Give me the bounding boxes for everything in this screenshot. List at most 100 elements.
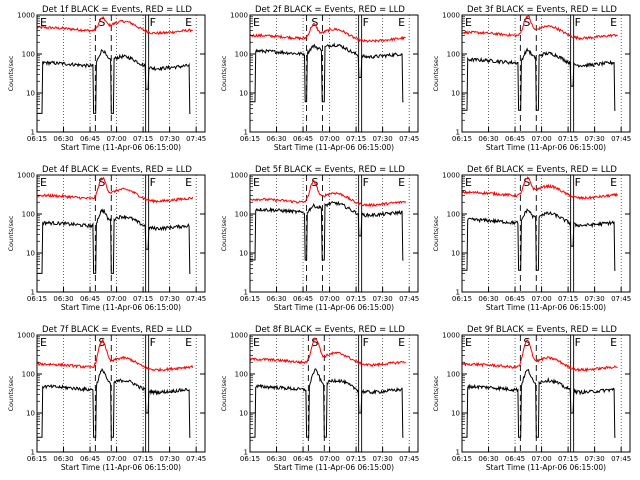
- lld-series-line: [249, 337, 406, 368]
- x-tick-label: 06:15: [27, 295, 47, 303]
- x-tick-label: 07:15: [558, 135, 578, 143]
- marker-f: F: [150, 336, 156, 349]
- x-tick-label: 07:15: [558, 455, 578, 463]
- y-tick-label: 1000: [230, 332, 248, 340]
- panel-title: Det 8f BLACK = Events, RED = LLD: [255, 325, 405, 335]
- y-tick-label: 100: [22, 371, 35, 379]
- y-tick-label: 1: [31, 129, 35, 137]
- panel-title: Det 1f BLACK = Events, RED = LLD: [42, 5, 192, 15]
- x-tick-label: 07:45: [399, 135, 419, 143]
- x-tick-label: 07:45: [399, 455, 419, 463]
- x-tick-label: 07:00: [106, 455, 126, 463]
- marker-f: F: [575, 176, 581, 189]
- marker-e-left: E: [40, 16, 47, 29]
- x-tick-label: 06:45: [80, 295, 100, 303]
- y-axis-label: Counts/sec: [7, 215, 15, 251]
- y-axis-label: Counts/sec: [432, 375, 440, 411]
- lld-series-line: [250, 180, 407, 208]
- x-tick-label: 07:30: [160, 455, 180, 463]
- plot-frame: [36, 174, 206, 293]
- marker-e-left: E: [465, 176, 472, 189]
- y-tick-label: 10: [239, 410, 248, 418]
- x-tick-label: 06:15: [240, 295, 260, 303]
- x-axis-label: Start Time (11-Apr-06 06:15:00): [61, 463, 181, 472]
- marker-f: F: [363, 336, 369, 349]
- marker-s: S: [311, 336, 318, 349]
- plot-frame: [461, 14, 631, 133]
- y-tick-label: 1: [31, 289, 35, 297]
- y-axis-label: Counts/sec: [7, 55, 15, 91]
- y-tick-label: 1000: [17, 12, 35, 20]
- marker-e-right: E: [185, 176, 192, 189]
- x-tick-label: 06:30: [266, 295, 286, 303]
- marker-f: F: [363, 176, 369, 189]
- y-tick-label: 10: [451, 410, 460, 418]
- panel-title: Det 2f BLACK = Events, RED = LLD: [255, 5, 405, 15]
- marker-e-left: E: [465, 16, 472, 29]
- y-tick-label: 10: [26, 410, 35, 418]
- x-tick-label: 06:15: [452, 295, 472, 303]
- y-tick-label: 1000: [17, 332, 35, 340]
- plot-frame: [36, 14, 206, 133]
- panel-title: Det 5f BLACK = Events, RED = LLD: [255, 165, 405, 175]
- y-axis-label: Counts/sec: [220, 215, 228, 251]
- panel-title: Det 6f BLACK = Events, RED = LLD: [467, 165, 617, 175]
- x-tick-label: 06:15: [27, 455, 47, 463]
- lld-series-line: [36, 16, 193, 36]
- y-tick-label: 100: [235, 211, 248, 219]
- lld-series-line: [37, 338, 194, 372]
- x-tick-label: 06:15: [240, 135, 260, 143]
- y-tick-label: 1000: [442, 332, 460, 340]
- y-tick-label: 100: [22, 51, 35, 59]
- x-tick-label: 07:45: [611, 135, 631, 143]
- x-tick-label: 07:30: [585, 135, 605, 143]
- lld-series-line: [36, 176, 194, 204]
- plot-frame: [249, 174, 419, 293]
- x-tick-label: 07:15: [346, 135, 366, 143]
- x-tick-label: 07:15: [133, 455, 153, 463]
- y-tick-label: 100: [447, 51, 460, 59]
- x-tick-label: 06:45: [293, 135, 313, 143]
- marker-e-right: E: [398, 176, 405, 189]
- x-tick-label: 06:45: [505, 295, 525, 303]
- y-tick-label: 10: [26, 90, 35, 98]
- panel-title: Det 3f BLACK = Events, RED = LLD: [467, 5, 617, 15]
- marker-s: S: [523, 16, 530, 29]
- x-axis-label: Start Time (11-Apr-06 06:15:00): [274, 143, 394, 152]
- x-axis-label: Start Time (11-Apr-06 06:15:00): [486, 303, 606, 312]
- events-series-line: [462, 208, 616, 271]
- marker-e-right: E: [610, 176, 617, 189]
- y-tick-label: 10: [239, 250, 248, 258]
- x-tick-label: 07:45: [186, 135, 206, 143]
- x-tick-label: 06:30: [478, 135, 498, 143]
- y-axis-label: Counts/sec: [432, 55, 440, 91]
- y-axis-label: Counts/sec: [432, 215, 440, 251]
- events-series-line: [462, 47, 616, 111]
- events-series-line: [37, 208, 191, 274]
- marker-e-right: E: [398, 336, 405, 349]
- x-tick-label: 07:00: [531, 135, 551, 143]
- x-tick-label: 07:30: [373, 455, 393, 463]
- x-tick-label: 07:30: [585, 455, 605, 463]
- events-series-line: [37, 367, 191, 438]
- x-tick-label: 06:30: [478, 455, 498, 463]
- marker-e-right: E: [185, 336, 192, 349]
- y-tick-label: 10: [239, 90, 248, 98]
- events-series-line: [37, 49, 191, 114]
- marker-e-right: E: [610, 16, 617, 29]
- x-tick-label: 06:15: [452, 135, 472, 143]
- y-tick-label: 1: [244, 289, 248, 297]
- x-tick-label: 07:00: [319, 455, 339, 463]
- marker-s: S: [98, 176, 105, 189]
- marker-s: S: [98, 16, 105, 29]
- y-axis-label: Counts/sec: [7, 375, 15, 411]
- lld-series-line: [461, 339, 618, 373]
- x-tick-label: 07:30: [373, 135, 393, 143]
- y-tick-label: 1: [244, 449, 248, 457]
